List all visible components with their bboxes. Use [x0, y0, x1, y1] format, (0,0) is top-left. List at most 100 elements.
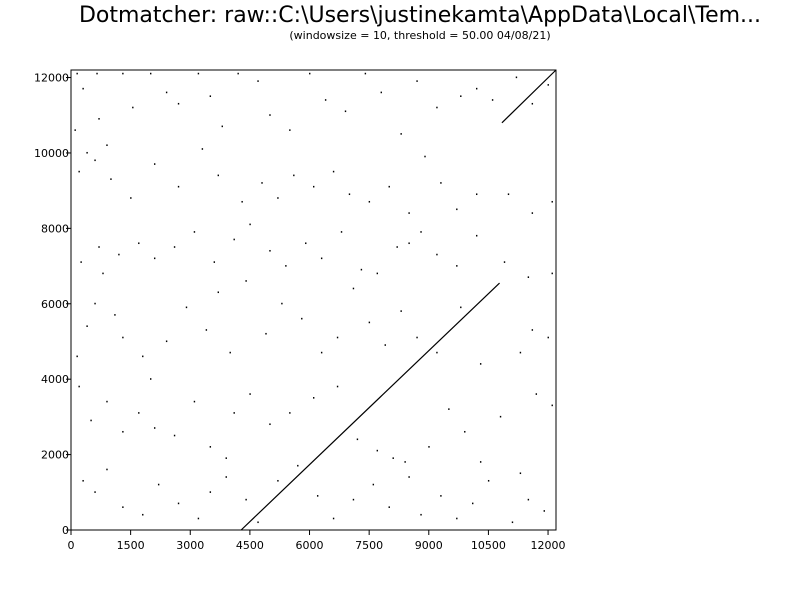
plot-frame	[70, 69, 557, 531]
match-dot	[217, 291, 219, 294]
match-dot	[76, 355, 78, 358]
match-dot	[94, 302, 96, 305]
match-dot	[118, 253, 120, 256]
match-dot	[531, 102, 534, 105]
match-dot	[547, 336, 549, 339]
match-dot	[281, 302, 283, 305]
match-dot	[436, 351, 438, 354]
match-dot	[340, 231, 343, 233]
match-dot	[229, 351, 231, 354]
match-dot	[209, 446, 212, 448]
match-dot	[511, 521, 514, 524]
x-tick-label: 12000	[531, 539, 566, 552]
x-tick-label: 10500	[471, 539, 506, 552]
match-dot	[197, 517, 200, 520]
diagonal-match-line	[501, 69, 557, 124]
match-dot	[519, 351, 522, 354]
match-dot	[153, 163, 156, 165]
match-dot	[424, 155, 426, 158]
match-dot	[380, 91, 382, 94]
match-dot	[289, 129, 291, 131]
match-dot	[185, 306, 188, 309]
match-dot	[436, 106, 438, 109]
match-dot	[249, 223, 251, 226]
match-dot	[460, 306, 462, 309]
match-dot	[197, 72, 200, 75]
match-dot	[503, 261, 506, 263]
match-dot	[153, 257, 156, 260]
match-dot	[551, 200, 553, 203]
match-dot	[94, 159, 96, 162]
match-dot	[475, 87, 478, 90]
x-axis: 0 1500 3000 4500 6000 7500 9000 10500 12000	[68, 530, 566, 552]
match-dot	[309, 72, 311, 75]
match-dot	[78, 170, 80, 173]
match-dot	[193, 400, 196, 403]
y-axis: 0 2000 4000 6000 8000 10000 12000	[34, 72, 71, 537]
match-dot	[245, 498, 247, 501]
match-dot	[233, 238, 235, 241]
match-dot	[475, 193, 478, 196]
match-dot	[177, 102, 180, 105]
match-dot	[293, 174, 295, 177]
match-dot	[277, 197, 279, 199]
match-dot	[336, 385, 339, 388]
match-dot	[316, 495, 319, 497]
match-dot	[384, 344, 386, 346]
match-dot	[531, 212, 534, 214]
match-dot	[360, 268, 363, 271]
match-dot	[499, 415, 502, 418]
match-dot	[241, 200, 243, 203]
match-dot	[217, 174, 219, 177]
match-dot	[388, 185, 390, 188]
match-dot	[324, 99, 327, 101]
match-dot	[479, 461, 482, 463]
match-dot	[173, 246, 176, 248]
match-dot	[348, 193, 351, 196]
match-dot	[193, 231, 196, 233]
x-tick-label: 7500	[355, 539, 383, 552]
match-dot	[132, 106, 134, 109]
match-dot	[456, 208, 458, 211]
match-dot	[138, 242, 140, 245]
match-dot	[392, 457, 394, 459]
match-dot	[372, 483, 375, 486]
match-dot	[76, 72, 78, 75]
match-dot	[98, 246, 100, 248]
match-dot	[396, 246, 398, 248]
match-dot	[269, 423, 271, 426]
match-dot	[177, 502, 180, 505]
match-dot	[86, 151, 88, 154]
y-tick-label: 0	[62, 524, 69, 537]
match-dot	[416, 336, 418, 339]
x-tick-label: 9000	[415, 539, 443, 552]
match-dot	[269, 249, 271, 252]
match-dot	[257, 80, 259, 82]
match-dot	[165, 340, 168, 343]
x-tick-label: 3000	[176, 539, 204, 552]
match-dot	[261, 182, 263, 184]
match-dot	[507, 193, 510, 196]
match-dot	[408, 212, 410, 214]
match-dot	[475, 234, 478, 237]
match-dot	[440, 495, 442, 497]
match-dot	[122, 506, 124, 508]
match-dot	[209, 491, 212, 493]
match-dot	[332, 170, 335, 173]
match-dot	[201, 148, 204, 150]
match-dot	[80, 261, 82, 263]
match-dot	[472, 502, 474, 505]
x-tick-label: 0	[68, 539, 75, 552]
match-dot	[110, 178, 112, 180]
match-dot	[153, 427, 156, 429]
match-dot	[122, 72, 124, 75]
y-tick-label: 12000	[34, 72, 69, 85]
match-dot	[173, 434, 176, 437]
match-dot	[313, 185, 315, 188]
match-dot	[368, 321, 371, 324]
match-dot	[400, 310, 402, 312]
match-dot	[130, 197, 132, 199]
match-dot	[543, 510, 545, 512]
match-dot	[102, 272, 104, 275]
